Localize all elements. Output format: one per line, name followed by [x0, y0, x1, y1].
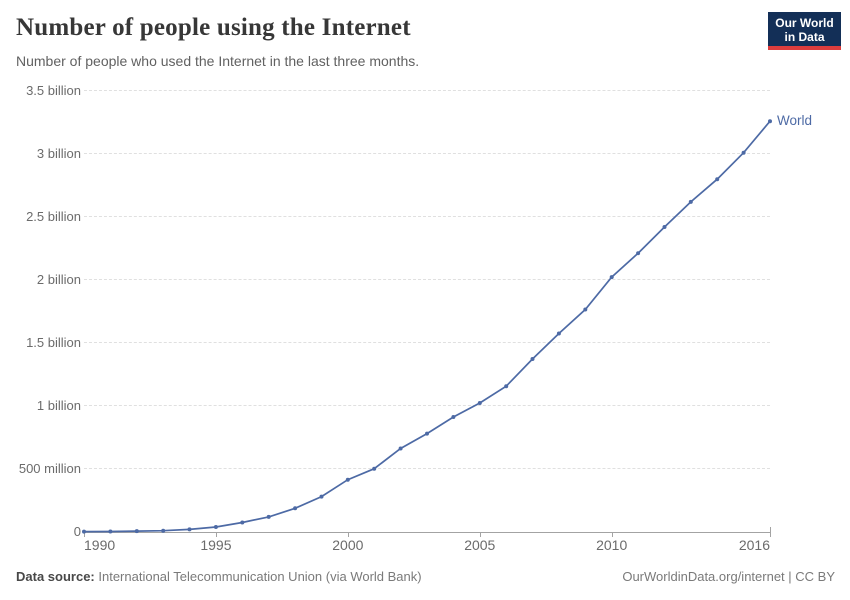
x-axis-tick: [215, 533, 217, 537]
x-axis-tick-label: 2016: [738, 537, 770, 553]
data-point[interactable]: [504, 384, 509, 389]
data-point[interactable]: [583, 307, 588, 312]
data-point[interactable]: [768, 119, 772, 124]
data-point[interactable]: [398, 446, 403, 451]
x-axis-tick-label: 1990: [84, 537, 116, 553]
data-source-text: International Telecommunication Union (v…: [94, 569, 422, 584]
data-point[interactable]: [187, 527, 192, 532]
data-point[interactable]: [345, 477, 350, 482]
x-axis-end-tick: [770, 527, 771, 532]
owid-logo[interactable]: Our World in Data: [768, 12, 841, 50]
data-point[interactable]: [213, 525, 218, 529]
data-point[interactable]: [293, 506, 298, 511]
x-axis-tick: [347, 533, 349, 537]
data-point[interactable]: [556, 331, 561, 336]
x-axis-line: [84, 532, 771, 533]
attribution-link[interactable]: OurWorldinData.org/internet | CC BY: [622, 569, 835, 584]
y-gridline: [84, 468, 770, 469]
y-gridline: [84, 342, 770, 343]
y-gridline: [84, 279, 770, 280]
data-point[interactable]: [425, 431, 429, 436]
data-point[interactable]: [688, 199, 693, 204]
data-point[interactable]: [530, 357, 535, 361]
data-point[interactable]: [451, 415, 456, 419]
x-axis-tick-label: 2000: [332, 537, 364, 553]
series-label-world[interactable]: World: [777, 113, 813, 129]
x-axis-tick: [770, 533, 771, 537]
y-axis-tick-label: 3 billion: [36, 146, 81, 161]
y-axis-tick-label: 0: [73, 524, 81, 539]
data-point[interactable]: [240, 520, 245, 525]
data-point[interactable]: [636, 251, 641, 256]
y-axis-tick-label: 3.5 billion: [26, 83, 81, 98]
y-axis-tick-label: 2.5 billion: [26, 209, 81, 224]
y-axis-tick-label: 500 million: [18, 461, 81, 476]
y-axis-tick-label: 1 billion: [36, 398, 81, 413]
y-gridline: [84, 90, 770, 91]
chart-subtitle: Number of people who used the Internet i…: [16, 53, 420, 69]
data-point[interactable]: [662, 225, 667, 229]
page-title: Number of people using the Internet: [16, 14, 411, 41]
x-axis-tick-label: 2005: [464, 537, 496, 553]
y-gridline: [84, 153, 770, 154]
x-axis-tick: [479, 533, 481, 537]
owid-logo-line2: in Data: [784, 30, 825, 44]
data-point[interactable]: [266, 514, 271, 519]
x-axis-tick: [84, 533, 85, 537]
y-axis-tick-label: 1.5 billion: [26, 335, 81, 350]
data-point[interactable]: [319, 494, 324, 499]
y-gridline: [84, 216, 770, 217]
owid-logo-line1: Our World: [775, 16, 834, 30]
x-axis-tick: [611, 533, 613, 537]
data-source-note: Data source: International Telecommunica…: [16, 569, 422, 584]
x-axis-tick-label: 1995: [200, 537, 232, 553]
data-source-label: Data source:: [16, 569, 95, 584]
x-axis-tick-label: 2010: [596, 537, 628, 553]
world-line[interactable]: [83, 120, 771, 533]
y-axis-tick-label: 2 billion: [36, 272, 81, 287]
chart-footer: Data source: International Telecommunica…: [16, 569, 835, 584]
y-gridline: [84, 405, 770, 406]
data-point[interactable]: [715, 177, 720, 182]
